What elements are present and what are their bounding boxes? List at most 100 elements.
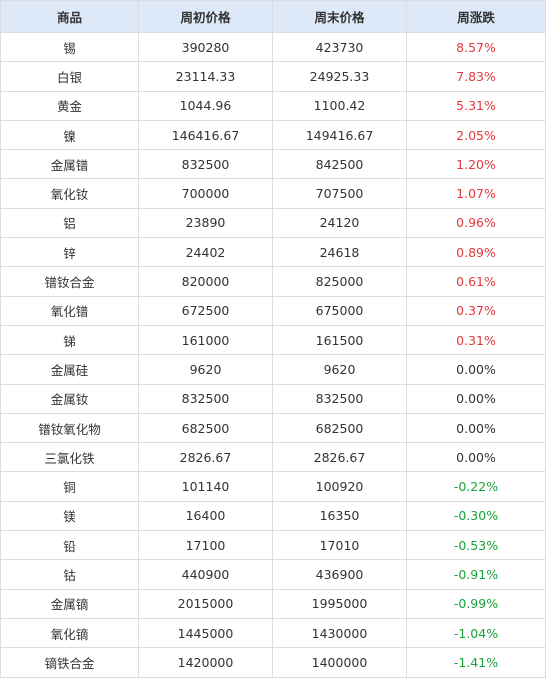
table-row: 铜 101140 100920 -0.22%	[0, 471, 546, 502]
close-price-cell: 9620	[272, 354, 407, 385]
table-row: 金属镝 2015000 1995000 -0.99%	[0, 588, 546, 619]
open-price-cell: 672500	[138, 295, 273, 326]
open-price-cell: 101140	[138, 471, 273, 502]
table-row: 镝铁合金 1420000 1400000 -1.41%	[0, 647, 546, 678]
close-price-cell: 1100.42	[272, 90, 407, 121]
product-cell: 铝	[0, 207, 139, 239]
change-cell: 0.61%	[406, 266, 546, 297]
table-header: 商品 周初价格 周末价格 周涨跌	[0, 0, 546, 33]
close-price-cell: 16350	[272, 500, 407, 532]
open-price-cell: 146416.67	[138, 119, 273, 151]
header-open-price: 周初价格	[138, 0, 273, 33]
product-cell: 金属钕	[0, 383, 139, 414]
close-price-cell: 707500	[272, 178, 407, 209]
product-cell: 金属硅	[0, 354, 139, 385]
close-price-cell: 24618	[272, 237, 407, 268]
change-cell: -0.53%	[406, 530, 546, 561]
change-cell: 0.00%	[406, 442, 546, 473]
change-cell: 5.31%	[406, 90, 546, 121]
close-price-cell: 100920	[272, 471, 407, 502]
product-cell: 镨钕氧化物	[0, 412, 139, 444]
open-price-cell: 1445000	[138, 617, 273, 649]
product-cell: 氧化钕	[0, 178, 139, 209]
product-cell: 锑	[0, 324, 139, 356]
change-cell: -1.04%	[406, 617, 546, 649]
open-price-cell: 23890	[138, 207, 273, 239]
product-cell: 铅	[0, 530, 139, 561]
table-row: 锌 24402 24618 0.89%	[0, 237, 546, 268]
table-row: 钴 440900 436900 -0.91%	[0, 559, 546, 590]
open-price-cell: 2826.67	[138, 442, 273, 473]
open-price-cell: 1044.96	[138, 90, 273, 121]
close-price-cell: 24925.33	[272, 61, 407, 92]
product-cell: 钴	[0, 559, 139, 590]
table-row: 铝 23890 24120 0.96%	[0, 207, 546, 239]
change-cell: -0.91%	[406, 559, 546, 590]
table-row: 镨钕合金 820000 825000 0.61%	[0, 266, 546, 297]
product-cell: 三氯化铁	[0, 442, 139, 473]
table-row: 镍 146416.67 149416.67 2.05%	[0, 119, 546, 151]
open-price-cell: 700000	[138, 178, 273, 209]
open-price-cell: 440900	[138, 559, 273, 590]
product-cell: 白银	[0, 61, 139, 92]
close-price-cell: 832500	[272, 383, 407, 414]
table-row: 金属镨 832500 842500 1.20%	[0, 149, 546, 180]
product-cell: 镍	[0, 119, 139, 151]
product-cell: 氧化镨	[0, 295, 139, 326]
change-cell: 0.89%	[406, 237, 546, 268]
change-cell: 0.96%	[406, 207, 546, 239]
change-cell: 0.00%	[406, 383, 546, 414]
open-price-cell: 820000	[138, 266, 273, 297]
close-price-cell: 2826.67	[272, 442, 407, 473]
table-row: 铅 17100 17010 -0.53%	[0, 530, 546, 561]
table-row: 金属钕 832500 832500 0.00%	[0, 383, 546, 414]
change-cell: -0.99%	[406, 588, 546, 619]
open-price-cell: 832500	[138, 149, 273, 180]
table-row: 黄金 1044.96 1100.42 5.31%	[0, 90, 546, 121]
close-price-cell: 423730	[272, 31, 407, 63]
open-price-cell: 832500	[138, 383, 273, 414]
change-cell: 0.00%	[406, 354, 546, 385]
change-cell: -0.22%	[406, 471, 546, 502]
open-price-cell: 9620	[138, 354, 273, 385]
close-price-cell: 675000	[272, 295, 407, 326]
change-cell: 0.37%	[406, 295, 546, 326]
table-row: 白银 23114.33 24925.33 7.83%	[0, 61, 546, 92]
close-price-cell: 1995000	[272, 588, 407, 619]
header-row: 商品 周初价格 周末价格 周涨跌	[0, 0, 546, 33]
product-cell: 镨钕合金	[0, 266, 139, 297]
product-cell: 锌	[0, 237, 139, 268]
open-price-cell: 17100	[138, 530, 273, 561]
header-close-price: 周末价格	[272, 0, 407, 33]
close-price-cell: 436900	[272, 559, 407, 590]
close-price-cell: 825000	[272, 266, 407, 297]
change-cell: 2.05%	[406, 119, 546, 151]
open-price-cell: 390280	[138, 31, 273, 63]
open-price-cell: 1420000	[138, 647, 273, 678]
close-price-cell: 149416.67	[272, 119, 407, 151]
product-cell: 氧化镝	[0, 617, 139, 649]
product-cell: 金属镨	[0, 149, 139, 180]
table-body: 锡 390280 423730 8.57% 白银 23114.33 24925.33 7.83…	[0, 31, 546, 678]
change-cell: 0.00%	[406, 412, 546, 444]
table-row: 金属硅 9620 9620 0.00%	[0, 354, 546, 385]
open-price-cell: 2015000	[138, 588, 273, 619]
change-cell: -1.41%	[406, 647, 546, 678]
change-cell: 7.83%	[406, 61, 546, 92]
product-cell: 黄金	[0, 90, 139, 121]
table-row: 氧化镨 672500 675000 0.37%	[0, 295, 546, 326]
table-row: 氧化镝 1445000 1430000 -1.04%	[0, 617, 546, 649]
product-cell: 铜	[0, 471, 139, 502]
product-cell: 锡	[0, 31, 139, 63]
close-price-cell: 1400000	[272, 647, 407, 678]
table-row: 锑 161000 161500 0.31%	[0, 324, 546, 356]
close-price-cell: 161500	[272, 324, 407, 356]
open-price-cell: 161000	[138, 324, 273, 356]
product-cell: 金属镝	[0, 588, 139, 619]
close-price-cell: 842500	[272, 149, 407, 180]
open-price-cell: 682500	[138, 412, 273, 444]
table-row: 氧化钕 700000 707500 1.07%	[0, 178, 546, 209]
table-row: 锡 390280 423730 8.57%	[0, 31, 546, 63]
product-cell: 镝铁合金	[0, 647, 139, 678]
